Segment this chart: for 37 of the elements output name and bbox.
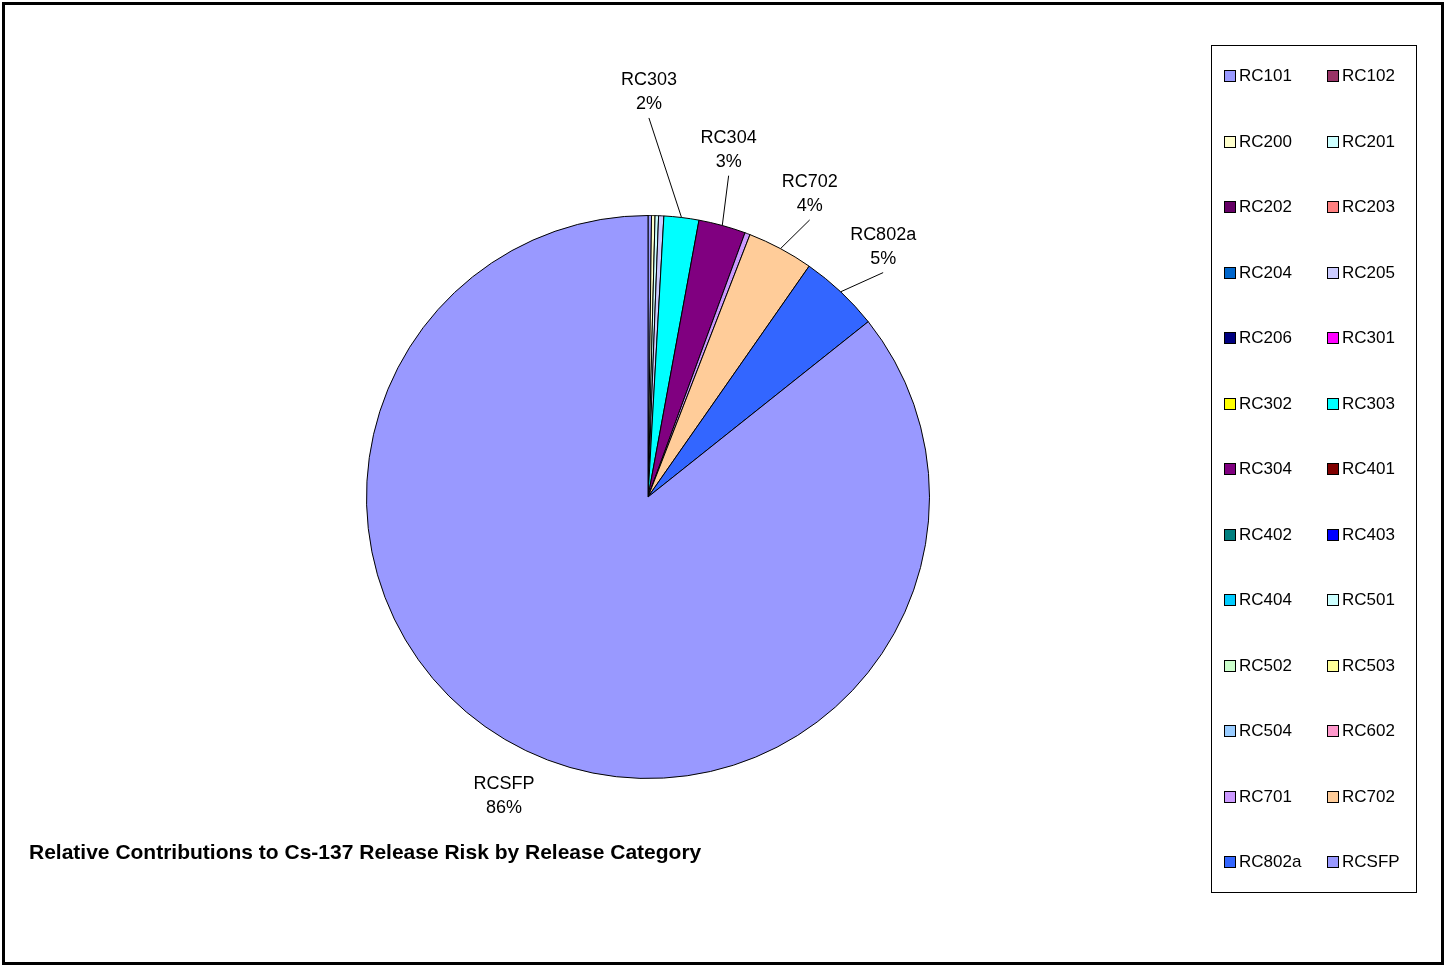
legend-label: RC502: [1239, 655, 1292, 676]
legend-label: RC302: [1239, 393, 1292, 414]
data-label: 4%: [796, 194, 823, 215]
data-label: 3%: [715, 150, 742, 171]
text: Relative Contributions to Cs-137 Release Risk by Release Category: [29, 840, 702, 864]
data-label: 2%: [635, 92, 662, 113]
legend-label: RC304: [1239, 459, 1292, 479]
legend-label: RC205: [1342, 262, 1395, 283]
slice-label: RC304: [700, 126, 757, 147]
legend-label: RC206: [1239, 328, 1292, 348]
legend-label: RC401: [1342, 459, 1395, 479]
legend-label: RC802a: [1239, 852, 1302, 872]
legend-label: RC702: [1342, 786, 1395, 807]
legend-label: RC403: [1342, 524, 1395, 545]
legend-label: RC200: [1239, 131, 1292, 152]
legend-label: RC402: [1239, 524, 1292, 545]
legend-label: RC501: [1342, 590, 1395, 610]
legend-label: RC203: [1342, 197, 1395, 217]
legend-label: RC101: [1239, 66, 1292, 86]
slice-label: RC702: [781, 170, 838, 191]
legend-label: RC701: [1239, 786, 1292, 807]
legend-label: RC404: [1239, 590, 1292, 610]
legend-label: RC602: [1342, 721, 1395, 741]
slice-label: RC802a: [850, 223, 918, 244]
slice-label: RCSFP: [473, 772, 535, 793]
legend-label: RC303: [1342, 393, 1395, 414]
legend-label: RCSFP: [1342, 852, 1400, 872]
legend-label: RC201: [1342, 131, 1395, 152]
data-label: 5%: [870, 247, 897, 268]
legend-label: RC204: [1239, 262, 1292, 283]
legend-label: RC301: [1342, 328, 1395, 348]
data-label: 86%: [486, 796, 523, 817]
legend-label: RC102: [1342, 66, 1395, 86]
slice-label: RC303: [620, 68, 677, 89]
legend-label: RC504: [1239, 721, 1292, 741]
legend-label: RC503: [1342, 655, 1395, 676]
legend-label: RC202: [1239, 197, 1292, 217]
